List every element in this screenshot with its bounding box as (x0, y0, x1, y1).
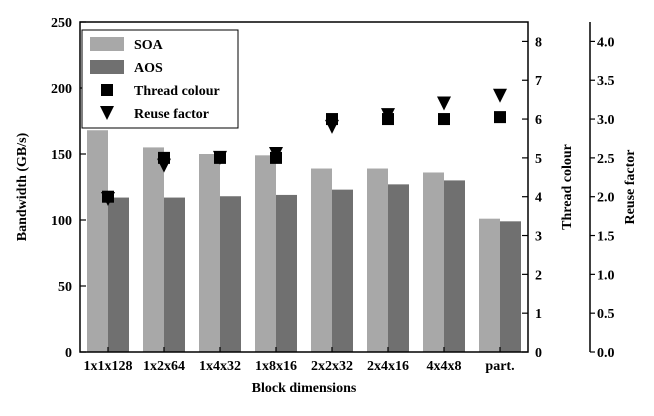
y2-tick-label-0: 0 (535, 346, 542, 361)
y3-tick-label-3: 1.5 (597, 230, 615, 245)
y2-tick-label-6: 6 (535, 113, 542, 128)
bar-soa-1 (143, 147, 164, 352)
y3-tick-label-5: 2.5 (597, 152, 615, 167)
bar-soa-2 (199, 154, 220, 352)
y-tick-label-2: 100 (51, 214, 72, 229)
y3-axis-label: Reuse factor (623, 149, 638, 224)
axes-layer: 0 50 100 150 200 250 0 1 2 3 4 5 6 7 8 0.0 0.5 1.0 1.5 2.0 2… (15, 16, 638, 396)
marker-thread-colour-6 (438, 113, 450, 126)
x-tick-label-5: 2x4x16 (367, 359, 409, 374)
y3-tick-label-4: 2.0 (597, 191, 615, 206)
bar-soa-7 (479, 218, 500, 352)
y-tick-label-5: 250 (51, 16, 72, 31)
bar-soa-0 (87, 130, 108, 352)
y3-tick-label-6: 3.0 (597, 113, 615, 128)
bar-soa-6 (423, 172, 444, 352)
y2-tick-label-2: 2 (535, 268, 542, 283)
x-tick-label-3: 1x8x16 (255, 359, 297, 374)
y2-tick-label-3: 3 (535, 230, 542, 245)
y-tick-label-3: 150 (51, 148, 72, 163)
y3-tick-label-7: 3.5 (597, 74, 615, 89)
marker-reuse-factor-6 (437, 96, 451, 111)
marker-reuse-factor-2 (213, 150, 227, 165)
bar-aos-6 (444, 180, 465, 352)
x-tick-label-4: 2x2x32 (311, 359, 353, 374)
marker-reuse-factor-1 (157, 158, 171, 173)
legend-swatch-soa (90, 37, 124, 51)
bar-aos-5 (388, 184, 409, 352)
legend-label-3: Reuse factor (134, 107, 209, 122)
bar-aos-3 (276, 194, 297, 352)
y2-axis-label: Thread colour (560, 144, 575, 230)
legend: SOA AOS Thread colour Reuse factor (81, 29, 239, 129)
legend-label-2: Thread colour (134, 84, 220, 99)
y-tick-label-0: 0 (65, 346, 72, 361)
legend-swatch-aos (90, 60, 124, 74)
y3-tick-label-2: 1.0 (597, 268, 615, 283)
y3-tick-label-1: 0.5 (597, 307, 615, 322)
marker-reuse-factor-3 (269, 147, 283, 161)
legend-swatch-reuse-factor (100, 106, 114, 120)
bar-soa-4 (311, 168, 332, 352)
legend-label-1: AOS (134, 61, 163, 76)
marker-reuse-factor-4 (325, 119, 339, 134)
x-tick-label-0: 1x1x128 (84, 359, 133, 374)
y-tick-label-4: 200 (51, 82, 72, 97)
marker-reuse-factor-0 (101, 192, 115, 207)
plot-frame (79, 21, 529, 353)
y3-tick-label-8: 4.0 (597, 35, 615, 50)
marker-reuse-factor-5 (381, 108, 395, 123)
y-tick-label-1: 50 (58, 280, 72, 295)
y2-tick-label-7: 7 (535, 74, 542, 89)
x-tick-label-7: part. (485, 359, 514, 374)
x-axis-label: Block dimensions (252, 381, 357, 396)
bar-aos-4 (332, 189, 353, 352)
bar-soa-5 (367, 168, 388, 352)
bar-aos-2 (220, 196, 241, 352)
bar-aos-7 (500, 221, 521, 352)
bar-aos-0 (108, 197, 129, 352)
y2-tick-label-4: 4 (535, 191, 542, 206)
legend-swatch-thread-colour (101, 84, 113, 96)
x-tick-label-2: 1x4x32 (199, 359, 241, 374)
legend-label-0: SOA (134, 38, 164, 53)
x-tick-label-1: 1x2x64 (143, 359, 185, 374)
y2-tick-label-1: 1 (535, 307, 542, 322)
bar-soa-3 (255, 155, 276, 352)
bar-aos-1 (164, 197, 185, 352)
marker-thread-colour-7 (494, 111, 506, 124)
bars-layer (87, 130, 521, 352)
marker-reuse-factor-7 (493, 88, 507, 103)
y2-tick-label-8: 8 (535, 35, 542, 50)
markers-layer (101, 88, 507, 207)
y3-tick-label-0: 0.0 (597, 346, 615, 361)
x-tick-label-6: 4x4x8 (427, 359, 462, 374)
y-axis-label: Bandwidth (GB/s) (15, 132, 30, 241)
y2-tick-label-5: 5 (535, 152, 542, 167)
